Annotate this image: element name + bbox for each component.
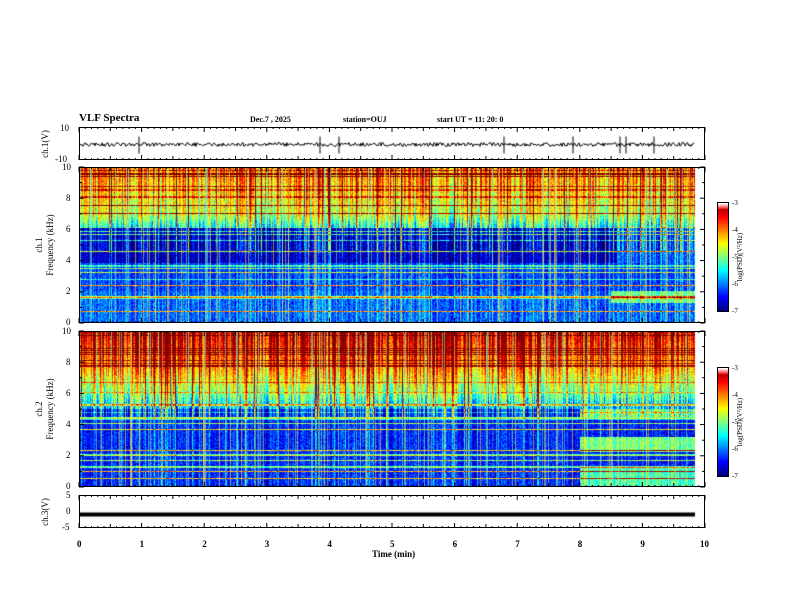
ch1-spec-prefix: ch.1 bbox=[34, 237, 44, 253]
cb2-label: log(PSD)(V²/Hz) bbox=[736, 397, 744, 447]
x-tick-label: 0 bbox=[77, 539, 82, 549]
ch2-spec-ytick: 2 bbox=[66, 450, 71, 460]
ch1-spec-ytick: 6 bbox=[66, 224, 71, 234]
ch2-spec-ytick: 4 bbox=[66, 419, 71, 429]
x-tick-label: 4 bbox=[327, 539, 332, 549]
ch2-spectrogram-panel bbox=[79, 331, 705, 487]
cb1-tick: -6 bbox=[732, 280, 738, 288]
ch3-waveform-panel bbox=[79, 495, 705, 528]
cb1-tick: -3 bbox=[732, 199, 738, 207]
cb2-tick: -6 bbox=[732, 445, 738, 453]
cb1-tick: -7 bbox=[732, 307, 738, 315]
ch2-spec-ytick: 6 bbox=[66, 388, 71, 398]
ch3-wave-ytick: -5 bbox=[62, 522, 70, 532]
ch2-spec-ylabel: Frequency (kHz) bbox=[45, 378, 55, 440]
x-tick-label: 6 bbox=[452, 539, 458, 549]
ch2-spec-ytick: 10 bbox=[62, 326, 71, 336]
cb1-tick: -5 bbox=[732, 253, 738, 261]
ch1-wave-ytick: 10 bbox=[60, 123, 69, 133]
ch1-wave-ytick: -10 bbox=[55, 154, 67, 164]
cb2-tick: -3 bbox=[732, 364, 738, 372]
x-tick-label: 5 bbox=[390, 539, 395, 549]
ch2-colorbar bbox=[717, 367, 729, 477]
x-axis-label: Time (min) bbox=[372, 549, 416, 559]
ch2-spec-ytick: 0 bbox=[66, 481, 71, 491]
start-time-label: start UT = 11: 20: 0 bbox=[437, 115, 504, 124]
ch1-spectrogram-image bbox=[80, 168, 704, 322]
cb1-label: log(PSD)(V²/Hz) bbox=[736, 232, 744, 282]
ch1-spec-ytick: 10 bbox=[62, 162, 71, 172]
cb1-tick: -4 bbox=[732, 226, 738, 234]
x-tick-label: 1 bbox=[139, 539, 145, 549]
chart-title: VLF Spectra bbox=[79, 112, 140, 124]
ch1-colorbar bbox=[717, 202, 729, 312]
station-label: station=OUJ bbox=[343, 115, 387, 124]
x-tick-label: 2 bbox=[202, 539, 207, 549]
ch2-spectrogram-image bbox=[80, 332, 704, 486]
ch3-waveform-ylabel: ch.3(V) bbox=[40, 498, 50, 526]
ch3-wave-ytick: 5 bbox=[66, 490, 71, 500]
ch1-waveform-ylabel: ch.1(V) bbox=[40, 130, 50, 158]
ch3-wave-ytick: 0 bbox=[66, 506, 71, 516]
ch2-spec-ytick: 8 bbox=[66, 357, 71, 367]
date-label: Dec.7 , 2025 bbox=[250, 115, 291, 124]
x-tick-label: 9 bbox=[640, 539, 645, 549]
ch1-spec-ytick: 2 bbox=[66, 286, 71, 296]
x-tick-label: 7 bbox=[515, 539, 520, 549]
ch1-spectrogram-panel bbox=[79, 167, 705, 323]
ch3-waveform-trace bbox=[80, 496, 704, 527]
ch1-waveform-panel bbox=[79, 127, 705, 160]
x-tick-label: 3 bbox=[264, 539, 270, 549]
ch1-waveform-trace bbox=[80, 128, 704, 159]
x-tick-label: 8 bbox=[577, 539, 583, 549]
cb2-tick: -4 bbox=[732, 391, 738, 399]
ch1-spec-ytick: 0 bbox=[66, 317, 71, 327]
ch2-spec-prefix: ch.2 bbox=[34, 401, 44, 417]
ch1-spec-ylabel: Frequency (kHz) bbox=[45, 214, 55, 276]
cb2-tick: -5 bbox=[732, 418, 738, 426]
ch1-spec-ytick: 4 bbox=[66, 255, 71, 265]
ch1-spec-ytick: 8 bbox=[66, 193, 71, 203]
cb2-tick: -7 bbox=[732, 472, 738, 480]
x-tick-label: 10 bbox=[700, 539, 709, 549]
